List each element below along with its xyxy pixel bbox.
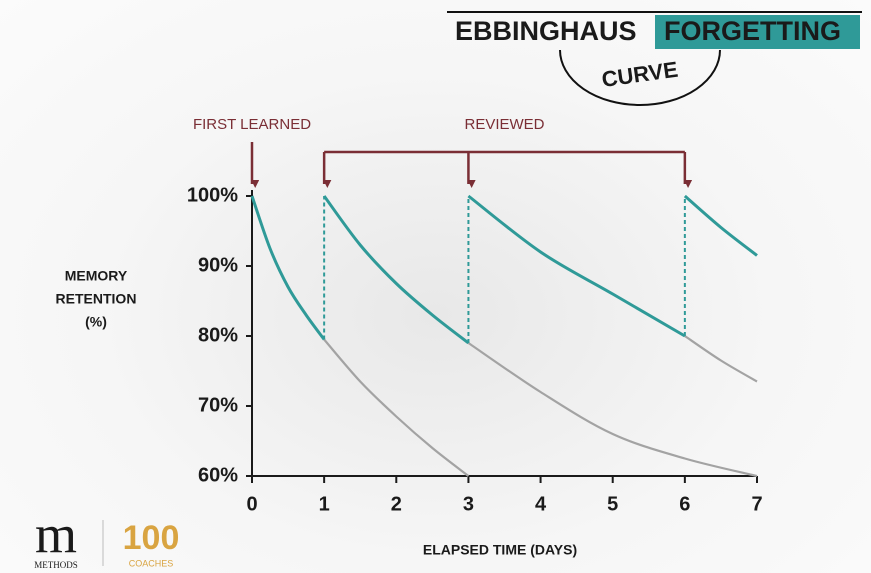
- curve: [322, 195, 470, 345]
- x-tick-label: 3: [463, 493, 474, 515]
- subtitle: CURVE: [600, 57, 679, 92]
- y-tick-label: 100%: [187, 184, 238, 206]
- brand-mark: m: [35, 504, 77, 564]
- x-tick-label: 2: [391, 493, 402, 515]
- x-label: ELAPSED TIME (DAYS): [423, 542, 577, 558]
- title-block: EBBINGHAUS FORGETTING CURVE: [447, 11, 862, 106]
- curve: [323, 338, 470, 477]
- annotation: FIRST LEARNED: [193, 116, 311, 133]
- x-tick-label: 5: [607, 493, 618, 515]
- y-label: MEMORY: [65, 268, 128, 284]
- curve: [684, 335, 758, 383]
- brand-name: METHODS: [34, 560, 78, 570]
- title-arc: [559, 49, 721, 106]
- x-tick-label: 4: [535, 493, 547, 515]
- badge: 100: [123, 519, 180, 557]
- x-tick-label: 6: [679, 493, 690, 515]
- x-tick-label: 1: [319, 493, 330, 515]
- curve: [683, 194, 758, 257]
- x-tick-label: 7: [751, 493, 762, 515]
- curve: [250, 195, 326, 341]
- annotation: REVIEWED: [464, 116, 544, 133]
- branding: m METHODS 100 COACHES: [34, 504, 179, 570]
- y-tick-label: 60%: [198, 464, 238, 486]
- curve: [467, 342, 758, 478]
- curve: [467, 194, 686, 338]
- y-tick-label: 70%: [198, 394, 238, 416]
- y-label: (%): [85, 314, 107, 330]
- badge-text: COACHES: [129, 558, 174, 568]
- y-label: RETENTION: [56, 291, 137, 307]
- title-highlight-box: [655, 15, 860, 49]
- title-highlight: FORGETTING: [664, 16, 841, 46]
- y-tick-label: 90%: [198, 254, 238, 276]
- title: EBBINGHAUS: [455, 16, 637, 46]
- x-tick-label: 0: [246, 493, 257, 515]
- y-tick-label: 80%: [198, 324, 238, 346]
